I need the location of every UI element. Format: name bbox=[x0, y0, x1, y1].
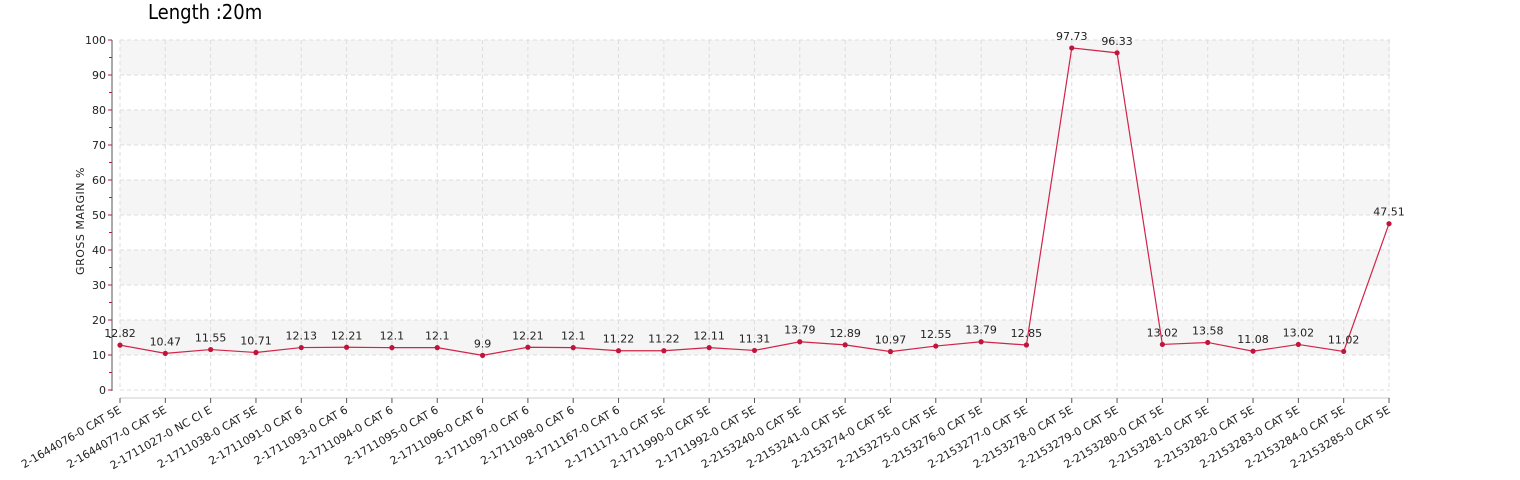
data-point bbox=[1114, 50, 1120, 56]
data-point bbox=[162, 350, 168, 356]
data-point bbox=[797, 339, 803, 345]
data-label: 13.02 bbox=[1283, 326, 1315, 339]
y-tick-label: 90 bbox=[92, 69, 106, 82]
data-label: 12.82 bbox=[104, 327, 136, 340]
data-label: 12.1 bbox=[380, 330, 405, 343]
data-point bbox=[479, 352, 486, 358]
data-label: 10.47 bbox=[150, 335, 182, 348]
chart-title: Length :20m bbox=[148, 0, 263, 24]
data-point bbox=[1023, 342, 1030, 348]
data-point bbox=[887, 349, 894, 355]
data-point bbox=[615, 348, 622, 354]
y-tick-label: 10 bbox=[92, 349, 106, 362]
y-tick-label: 100 bbox=[85, 34, 106, 47]
data-label: 11.55 bbox=[195, 332, 227, 345]
data-point bbox=[570, 345, 576, 351]
data-label: 11.22 bbox=[603, 333, 635, 346]
data-label: 13.02 bbox=[1147, 326, 1179, 339]
data-point bbox=[1205, 339, 1211, 346]
data-point bbox=[1250, 348, 1256, 354]
data-label: 12.85 bbox=[1011, 327, 1043, 340]
data-label: 11.08 bbox=[1237, 333, 1269, 346]
data-label: 13.79 bbox=[784, 324, 816, 337]
data-label: 13.58 bbox=[1192, 324, 1224, 337]
data-label: 12.21 bbox=[331, 329, 363, 342]
data-label: 12.1 bbox=[425, 330, 450, 343]
y-tick-label: 40 bbox=[92, 244, 106, 257]
data-point bbox=[1341, 348, 1347, 355]
data-point bbox=[1295, 341, 1301, 348]
data-point bbox=[933, 343, 939, 349]
data-point bbox=[525, 344, 531, 350]
data-label: 11.02 bbox=[1328, 333, 1360, 346]
data-label: 10.71 bbox=[240, 335, 272, 348]
y-tick-label: 80 bbox=[92, 104, 106, 117]
y-tick-label: 0 bbox=[99, 384, 106, 397]
data-point bbox=[978, 339, 984, 345]
data-point bbox=[1159, 341, 1165, 348]
data-point bbox=[434, 345, 440, 351]
data-point bbox=[1386, 221, 1392, 227]
y-tick-label: 70 bbox=[92, 139, 106, 152]
data-point bbox=[208, 346, 214, 353]
data-label: 11.22 bbox=[648, 333, 680, 346]
data-point bbox=[253, 349, 259, 356]
data-label: 96.33 bbox=[1101, 35, 1133, 48]
data-label: 12.55 bbox=[920, 328, 952, 341]
data-label: 13.79 bbox=[965, 324, 997, 337]
data-label: 47.51 bbox=[1373, 206, 1405, 219]
y-tick-label: 20 bbox=[92, 314, 106, 327]
y-tick-label: 50 bbox=[92, 209, 106, 222]
data-point bbox=[389, 345, 395, 351]
data-label: 12.89 bbox=[829, 327, 861, 340]
data-point bbox=[661, 348, 667, 354]
y-tick-label: 30 bbox=[92, 279, 106, 292]
data-label: 12.11 bbox=[693, 330, 725, 343]
data-label: 97.73 bbox=[1056, 30, 1088, 43]
data-label: 11.31 bbox=[739, 332, 771, 345]
data-point bbox=[344, 344, 350, 350]
data-label: 12.1 bbox=[561, 330, 586, 343]
data-point bbox=[842, 342, 848, 348]
data-point bbox=[706, 345, 712, 351]
data-point bbox=[751, 347, 758, 354]
data-label: 12.21 bbox=[512, 329, 544, 342]
data-label: 12.13 bbox=[286, 330, 318, 343]
data-point bbox=[298, 344, 304, 351]
data-label: 9.9 bbox=[474, 337, 492, 350]
data-point bbox=[117, 342, 123, 348]
y-axis-label: GROSS MARGIN % bbox=[74, 167, 87, 275]
data-label: 10.97 bbox=[875, 334, 907, 347]
y-tick-label: 60 bbox=[92, 174, 106, 187]
data-point bbox=[1069, 45, 1075, 51]
